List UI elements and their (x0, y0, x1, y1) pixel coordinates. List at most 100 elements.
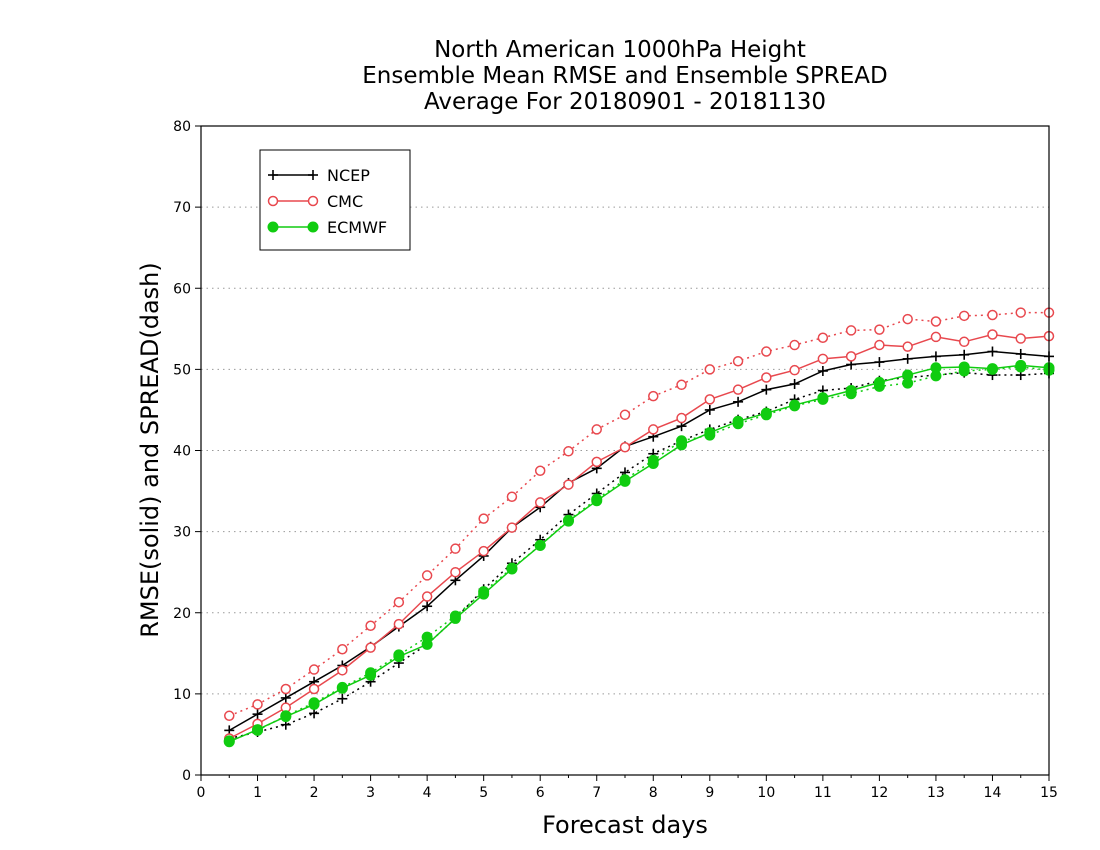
cmc-rmse-point (365, 642, 376, 653)
x-tick-label: 9 (705, 785, 714, 801)
legend-box (259, 149, 411, 251)
legend-marker-cmc (307, 195, 319, 207)
ncep-spread-point (337, 693, 348, 704)
ecmwf-rmse-point (223, 736, 235, 748)
legend-marker-ecmwf (307, 221, 319, 233)
cmc-spread-point (874, 324, 885, 335)
ncep-rmse-point (874, 357, 885, 368)
ecmwf-rmse-point (760, 407, 772, 419)
title-line-2: Ensemble Mean RMSE and Ensemble SPREAD (362, 63, 887, 89)
cmc-spread-point (478, 513, 489, 524)
cmc-spread-line (228, 311, 1049, 717)
ecmwf-rmse-point (506, 563, 518, 575)
cmc-rmse-point (761, 372, 772, 383)
ecmwf-rmse-point (845, 384, 857, 396)
x-tick-label: 7 (592, 785, 601, 801)
cmc-rmse-point (648, 424, 659, 435)
ecmwf-rmse-point (986, 363, 998, 375)
y-tick-label: 20 (173, 606, 191, 622)
legend-label-ecmwf: ECMWF (327, 218, 387, 237)
ncep-rmse-point (704, 404, 715, 415)
ecmwf-rmse-point (534, 539, 546, 551)
legend: NCEP CMC ECMWF (259, 149, 411, 251)
x-tick-label: 1 (253, 785, 262, 801)
ncep-rmse-point (959, 349, 970, 360)
ecmwf-rmse-point (902, 369, 914, 381)
y-tick-label: 0 (182, 768, 191, 784)
cmc-rmse-point (563, 479, 574, 490)
legend-marker-ecmwf (267, 221, 279, 233)
ncep-rmse-point (817, 365, 828, 376)
cmc-rmse-point (704, 394, 716, 405)
cmc-rmse-point (987, 329, 998, 340)
legend-marker-cmc (267, 195, 279, 207)
y-tick-label: 80 (173, 119, 191, 135)
ecmwf-rmse-line (228, 364, 1050, 743)
legend-label-ncep: NCEP (327, 166, 370, 185)
ecmwf-spread-series (223, 361, 1055, 747)
legend-item-cmc: CMC (267, 192, 363, 211)
ncep-spread-series (224, 367, 1054, 744)
y-axis-label: RMSE(solid) and SPREAD(dash) (136, 262, 164, 638)
ecmwf-rmse-point (393, 651, 405, 663)
cmc-spread-point (958, 310, 970, 322)
cmc-rmse-line (228, 333, 1050, 740)
y-tick-label: 40 (173, 444, 191, 460)
x-tick-label: 8 (649, 785, 658, 801)
ecmwf-rmse-point (591, 495, 603, 507)
cmc-spread-point (845, 325, 857, 336)
cmc-rmse-point (506, 522, 518, 533)
cmc-rmse-point (902, 341, 913, 352)
cmc-spread-point (987, 309, 998, 321)
x-axis-ticks: 0 1 2 3 4 5 6 7 8 9 10 11 12 13 14 15 (197, 775, 1058, 801)
legend-items: NCEP CMC ECMWF (267, 166, 387, 237)
cmc-rmse-point (732, 384, 744, 395)
cmc-rmse-point (393, 618, 405, 630)
cmc-spread-point (534, 465, 546, 477)
ecmwf-rmse-series (223, 359, 1055, 748)
ecmwf-rmse-point (336, 682, 348, 694)
x-tick-label: 13 (927, 785, 945, 801)
ncep-rmse-point (789, 378, 800, 389)
cmc-spread-point (902, 313, 913, 325)
ecmwf-rmse-point (789, 399, 801, 411)
cmc-spread-point (252, 699, 263, 710)
y-tick-label: 10 (173, 687, 191, 703)
ecmwf-rmse-point (930, 362, 942, 374)
cmc-spread-point (280, 683, 292, 695)
ncep-rmse-point (902, 353, 913, 364)
ecmwf-rmse-point (478, 588, 490, 600)
cmc-rmse-point (789, 364, 800, 376)
cmc-rmse-point (1015, 333, 1026, 344)
cmc-spread-point (450, 543, 461, 554)
cmc-spread-point (308, 664, 320, 675)
ncep-rmse-point (422, 601, 433, 612)
series-layer (223, 307, 1055, 748)
ecmwf-rmse-point (704, 427, 716, 439)
y-tick-label: 70 (173, 200, 191, 216)
cmc-rmse-point (845, 351, 857, 362)
chart-title: North American 1000hPa Height Ensemble M… (362, 37, 887, 115)
ecmwf-rmse-point (562, 515, 574, 527)
y-axis-ticks: 0 10 20 30 40 50 60 70 80 (173, 119, 201, 784)
cmc-rmse-point (478, 545, 489, 557)
x-tick-label: 11 (814, 785, 832, 801)
cmc-spread-point (563, 446, 574, 457)
ncep-rmse-point (761, 384, 772, 395)
cmc-rmse-point (591, 456, 602, 468)
cmc-spread-point (648, 390, 659, 402)
cmc-rmse-point (817, 353, 829, 365)
cmc-spread-point (591, 424, 602, 435)
cmc-rmse-point (874, 339, 885, 351)
title-line-1: North American 1000hPa Height (434, 37, 806, 63)
cmc-spread-point (619, 409, 631, 421)
ncep-rmse-point (1015, 348, 1026, 359)
cmc-rmse-point (534, 497, 546, 508)
cmc-rmse-point (308, 683, 320, 695)
cmc-rmse-point (421, 591, 433, 602)
legend-item-ncep: NCEP (268, 166, 370, 185)
cmc-spread-point (704, 364, 716, 375)
cmc-spread-point (393, 596, 405, 608)
ncep-rmse-point (987, 346, 998, 357)
